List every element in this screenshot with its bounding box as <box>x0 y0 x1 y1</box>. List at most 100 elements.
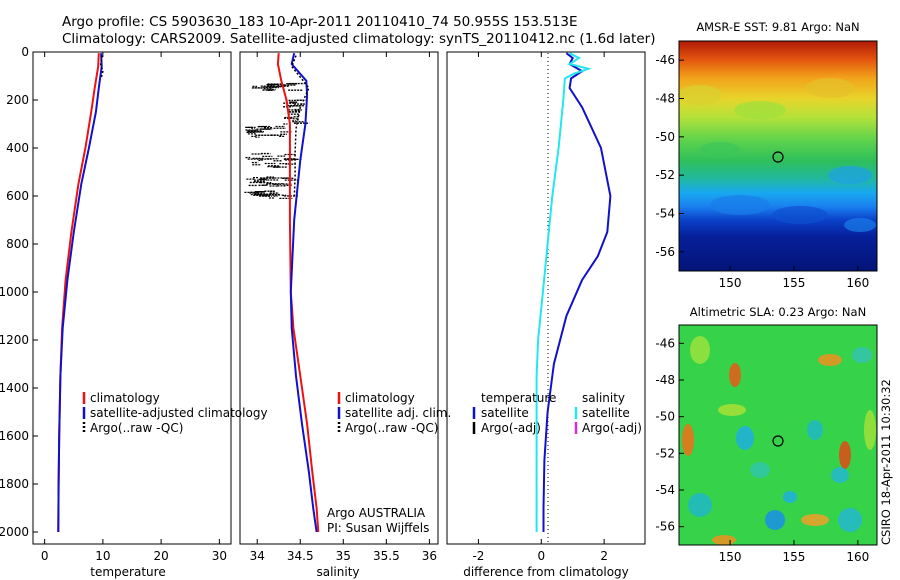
sla-texture <box>690 336 710 364</box>
legend-salinity-header: salinity <box>582 391 625 405</box>
sla-texture <box>801 514 829 526</box>
sst-texture <box>734 101 786 119</box>
x-tick-label: 34 <box>250 549 265 563</box>
salinity-x-label: salinity <box>316 565 359 579</box>
legend-sal-argo: Argo(-adj) <box>582 421 642 435</box>
sla-texture <box>718 404 746 416</box>
y-tick-label: 800 <box>6 237 29 251</box>
x-tick-label: 35 <box>336 549 351 563</box>
credit-timestamp: CSIRO 18-Apr-2011 10:30:32 <box>879 379 893 545</box>
sla-texture <box>688 493 712 517</box>
series-line-1-0 <box>276 53 320 533</box>
legend-satellite: satellite-adjusted climatology <box>90 406 268 420</box>
map-y-tick-label: -54 <box>655 207 675 221</box>
map-x-tick-label: 150 <box>719 550 742 564</box>
legend-satellite: satellite adj. clim. <box>345 406 451 420</box>
series-line-1-1 <box>289 52 318 533</box>
sla-map-panel: Altimetric SLA: 0.23 Argo: NaN 150 155 160… <box>655 305 878 564</box>
sst-map-panel: AMSR-E SST: 9.81 Argo: NaN 150 155 160 -46 -… <box>655 20 878 290</box>
y-tick-label: 1200 <box>0 333 29 347</box>
legend-temp-satellite: satellite <box>481 406 529 420</box>
x-tick-label: 30 <box>212 549 227 563</box>
map-y-tick-label: -50 <box>655 410 675 424</box>
legend-argo: Argo(..raw -QC) <box>345 421 438 435</box>
temperature-x-label: temperature <box>90 565 165 579</box>
y-tick-label: 0 <box>21 45 29 59</box>
y-tick-label: 600 <box>6 189 29 203</box>
difference-panel: -2 0 2 difference from climatology tempera… <box>446 51 646 579</box>
map-x-tick-label: 160 <box>846 550 869 564</box>
salinity-panel: 34 34.5 35 35.5 36 salinity climatology sate… <box>239 51 451 579</box>
sla-texture <box>736 426 754 450</box>
sla-texture <box>783 491 797 503</box>
sla-texture <box>852 347 872 363</box>
y-tick-label: 400 <box>6 141 29 155</box>
sla-texture <box>807 420 823 440</box>
x-tick-label: 0 <box>41 549 49 563</box>
y-tick-label: 1800 <box>0 477 29 491</box>
sla-texture <box>864 410 876 450</box>
annotation-pi: PI: Susan Wijffels <box>327 521 429 535</box>
sst-texture <box>844 218 876 232</box>
sla-texture <box>765 510 785 530</box>
series-line-1-2 <box>290 55 310 199</box>
series-line-2-1 <box>535 52 592 532</box>
sla-float-position-marker <box>772 435 784 447</box>
annotation-program: Argo AUSTRALIA <box>327 506 426 520</box>
y-tick-label: 1400 <box>0 381 29 395</box>
map-y-tick-label: -46 <box>655 336 675 350</box>
salinity-axes-frame <box>239 51 439 545</box>
sst-map-frame <box>678 40 878 272</box>
y-tick-label: 1600 <box>0 429 29 443</box>
map-y-tick-label: -54 <box>655 483 675 497</box>
sst-texture <box>828 166 872 184</box>
legend-temperature-header: temperature <box>481 391 556 405</box>
difference-legend: temperature satellite Argo(-adj) salinit… <box>472 391 642 435</box>
sla-texture <box>818 354 842 366</box>
difference-x-label: difference from climatology <box>463 565 629 579</box>
header-subtitle: Climatology: CARS2009. Satellite-adjuste… <box>62 31 655 47</box>
map-y-tick-label: -50 <box>655 130 675 144</box>
sla-texture <box>838 508 862 532</box>
temperature-axes-frame <box>32 51 232 545</box>
sst-texture <box>700 142 740 158</box>
sst-map-title: AMSR-E SST: 9.81 Argo: NaN <box>696 20 859 34</box>
x-tick-label: 0 <box>537 549 545 563</box>
x-tick-label: 20 <box>153 549 168 563</box>
sst-float-position-marker <box>772 151 784 163</box>
map-y-tick-label: -48 <box>655 92 675 106</box>
series-line-0-2 <box>99 55 104 79</box>
map-y-tick-label: -48 <box>655 373 675 387</box>
map-y-tick-label: -56 <box>655 245 675 259</box>
map-x-tick-label: 160 <box>846 276 869 290</box>
x-tick-label: 2 <box>600 549 608 563</box>
series-line-0-1 <box>57 53 103 533</box>
sla-texture <box>729 363 741 387</box>
sla-map-title: Altimetric SLA: 0.23 Argo: NaN <box>690 305 866 319</box>
sla-heatmap <box>679 325 877 545</box>
map-y-tick-label: -52 <box>655 168 675 182</box>
difference-axes-frame <box>446 51 646 545</box>
legend-climatology: climatology <box>345 391 415 405</box>
y-tick-label: 1000 <box>0 285 29 299</box>
series-line-2-0 <box>542 52 612 532</box>
sst-texture <box>678 85 722 105</box>
legend-argo: Argo(..raw -QC) <box>90 421 183 435</box>
map-y-tick-label: -46 <box>655 53 675 67</box>
legend-climatology: climatology <box>90 391 160 405</box>
y-tick-label: 200 <box>6 93 29 107</box>
x-tick-label: 10 <box>95 549 110 563</box>
sla-texture <box>682 424 694 456</box>
sla-texture <box>750 462 770 478</box>
salinity-legend: climatology satellite adj. clim. Argo(..… <box>337 391 451 435</box>
legend-temp-argo: Argo(-adj) <box>481 421 541 435</box>
legend-sal-satellite: satellite <box>582 406 630 420</box>
temperature-panel: 0 10 20 30 0 200 400 600 800 1000 1200 1400 1600 180… <box>0 45 268 579</box>
map-x-tick-label: 150 <box>719 276 742 290</box>
sst-texture <box>710 195 770 215</box>
map-x-tick-label: 155 <box>783 276 806 290</box>
map-y-tick-label: -56 <box>655 520 675 534</box>
sla-map-frame <box>678 324 878 546</box>
header-title: Argo profile: CS 5903630_183 10-Apr-2011… <box>62 14 578 30</box>
